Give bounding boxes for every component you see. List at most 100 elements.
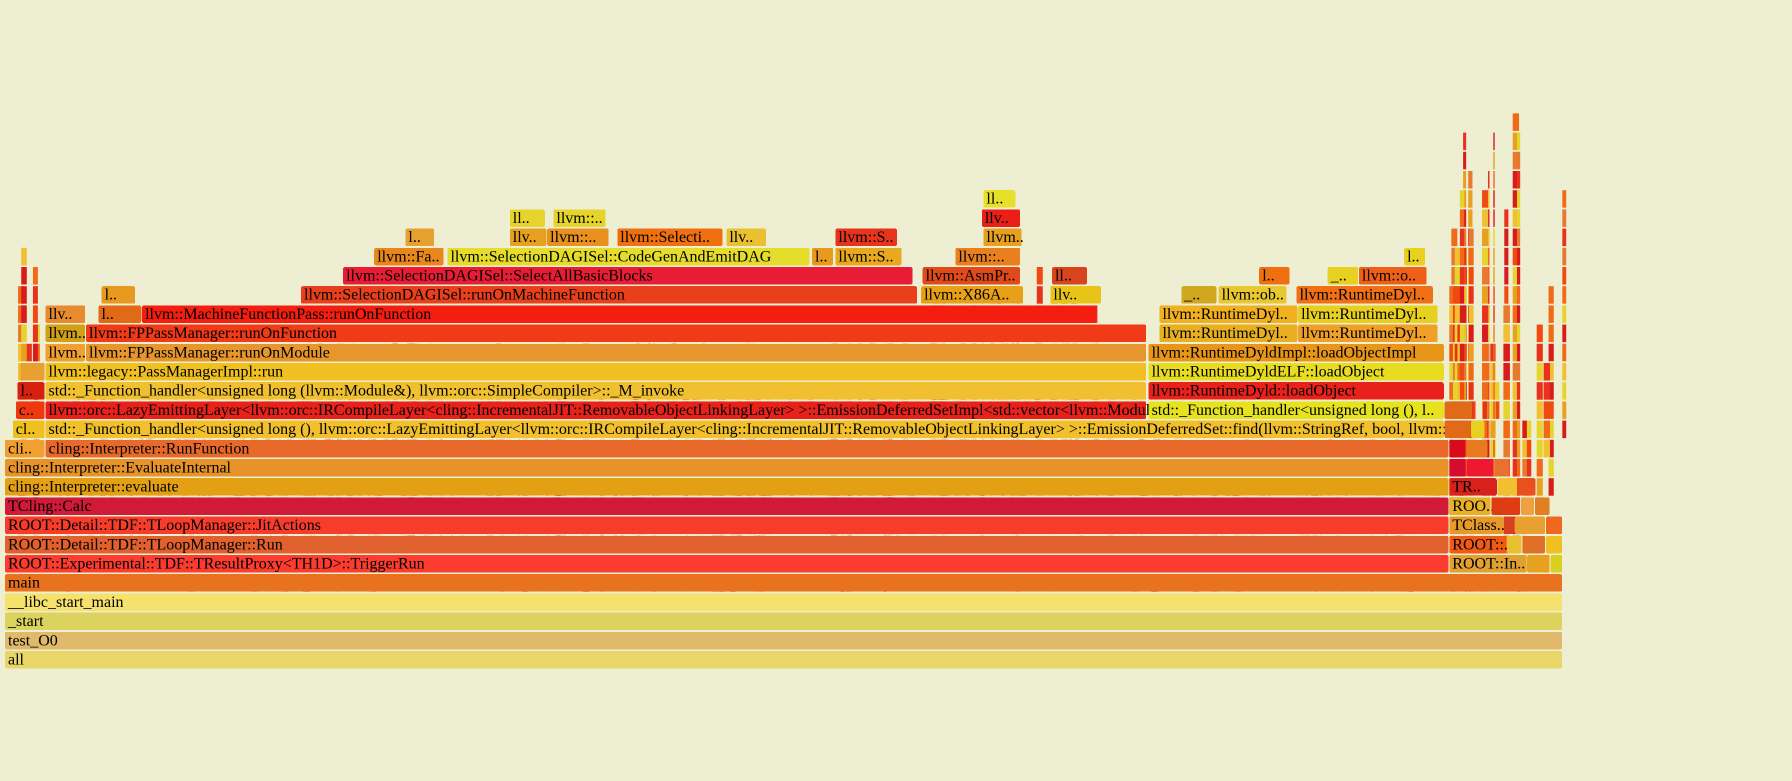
flame-frame[interactable]: ROOT::Experimental::TDF::TResultProxy<TH…: [5, 555, 1449, 573]
flame-frame-narrow[interactable]: [1463, 382, 1467, 400]
flame-frame-narrow[interactable]: [1548, 439, 1554, 458]
flame-frame-narrow[interactable]: [1512, 228, 1520, 247]
flame-frame-narrow[interactable]: [1512, 382, 1520, 400]
flame-frame-rect[interactable]: [1148, 382, 1444, 400]
flame-frame-rect[interactable]: [922, 267, 1021, 285]
flame-frame-narrow[interactable]: [1463, 363, 1467, 381]
flame-frame[interactable]: llvm::FPPassManager::runOnModule: [86, 343, 1147, 362]
flame-frame-narrow[interactable]: [1516, 382, 1521, 400]
flame-frame-narrow[interactable]: [1463, 151, 1467, 170]
flame-frame-narrow[interactable]: [1473, 401, 1476, 419]
flame-frame-narrow[interactable]: [1036, 286, 1043, 304]
flame-frame-narrow[interactable]: [1494, 401, 1500, 419]
flame-frame-narrow[interactable]: [1463, 324, 1467, 343]
flame-frame-rect[interactable]: [835, 228, 897, 247]
flame-frame-narrow[interactable]: [1454, 247, 1461, 266]
flame-frame-narrow[interactable]: [1494, 382, 1500, 400]
flame-frame[interactable]: l..: [812, 247, 834, 266]
flame-frame-rect[interactable]: [1491, 497, 1521, 515]
flame-frame-rect[interactable]: [1545, 516, 1563, 535]
flame-frame[interactable]: cling::Interpreter::RunFunction: [45, 439, 1449, 458]
flame-frame-narrow[interactable]: [1487, 363, 1490, 381]
flame-frame[interactable]: TCling::Calc: [5, 497, 1449, 515]
flame-frame-narrow[interactable]: [32, 343, 38, 362]
flame-frame-rect[interactable]: [45, 305, 86, 323]
flame-frame-narrow[interactable]: [1512, 305, 1520, 323]
flame-frame-rect[interactable]: [1449, 478, 1497, 496]
flame-frame[interactable]: llvm::RuntimeDyl..: [1298, 305, 1438, 323]
flame-frame-narrow[interactable]: [1459, 228, 1465, 247]
flame-frame-narrow[interactable]: [1482, 343, 1489, 362]
flame-frame[interactable]: llvm::SelectionDAGISel::SelectAllBasicBl…: [343, 267, 913, 285]
flame-frame[interactable]: llvm::RuntimeDyldImpl::loadObjectImpl: [1148, 343, 1444, 362]
flame-frame-narrow[interactable]: [1522, 439, 1527, 458]
flame-frame-narrow[interactable]: [1503, 305, 1510, 323]
flame-frame-narrow[interactable]: [1516, 401, 1521, 419]
flame-frame-narrow[interactable]: [1459, 286, 1465, 304]
flame-frame-narrow[interactable]: [1548, 324, 1554, 343]
flame-frame[interactable]: llvm::legacy::PassManagerImpl::run: [45, 363, 1147, 381]
flame-frame-narrow[interactable]: [1482, 228, 1489, 247]
flame-frame-narrow[interactable]: [1468, 171, 1473, 189]
flame-frame-narrow[interactable]: [32, 267, 38, 285]
flame-frame-rect[interactable]: [1296, 286, 1433, 304]
flame-frame[interactable]: llvm::orc::LazyEmittingLayer<llvm::orc::…: [45, 401, 1159, 419]
flame-frame-rect[interactable]: [1181, 286, 1217, 304]
flame-frame[interactable]: llvm..: [45, 343, 86, 362]
flame-frame[interactable]: ll..: [983, 190, 1016, 208]
flame-frame-rect[interactable]: [45, 343, 86, 362]
flame-frame-rect[interactable]: [5, 555, 1449, 573]
flame-frame[interactable]: [1545, 535, 1563, 554]
flame-frame[interactable]: llvm::S..: [835, 247, 902, 266]
flame-frame[interactable]: llvm::ob..: [1218, 286, 1287, 304]
flame-frame-rect[interactable]: [1159, 324, 1298, 343]
flame-frame-rect[interactable]: [301, 286, 918, 304]
flame-frame-rect[interactable]: [1471, 420, 1485, 439]
flame-frame-narrow[interactable]: [1516, 228, 1521, 247]
flame-frame-rect[interactable]: [1298, 305, 1438, 323]
flame-frame-narrow[interactable]: [1463, 286, 1467, 304]
flame-frame-rect[interactable]: [981, 209, 1021, 227]
flame-frame-narrow[interactable]: [1548, 305, 1554, 323]
flame-frame-narrow[interactable]: [1463, 267, 1467, 285]
flame-frame[interactable]: cli..: [5, 439, 45, 458]
flame-frame[interactable]: [1550, 555, 1563, 573]
flame-frame-narrow[interactable]: [1493, 459, 1495, 477]
flame-frame-narrow[interactable]: [1487, 286, 1490, 304]
flame-frame-narrow[interactable]: [1562, 324, 1567, 343]
flame-frame-narrow[interactable]: [1487, 228, 1490, 247]
flame-frame-narrow[interactable]: [1504, 209, 1509, 227]
flame-frame-narrow[interactable]: [1512, 363, 1520, 381]
flame-frame-narrow[interactable]: [1487, 267, 1490, 285]
flame-frame[interactable]: [1503, 516, 1514, 535]
flame-frame-rect[interactable]: [45, 363, 1147, 381]
flame-frame[interactable]: std::_Function_handler<unsigned long (),…: [1148, 401, 1444, 419]
flame-frame-narrow[interactable]: [18, 305, 25, 323]
flame-frame-narrow[interactable]: [21, 247, 27, 266]
flame-frame[interactable]: llvm..: [983, 228, 1024, 247]
flame-frame-narrow[interactable]: [1512, 132, 1520, 151]
flame-frame-rect[interactable]: [1298, 324, 1438, 343]
flame-frame-narrow[interactable]: [1487, 247, 1490, 266]
flame-frame-narrow[interactable]: [1548, 363, 1554, 381]
flame-frame-rect[interactable]: [374, 247, 444, 266]
flame-frame-narrow[interactable]: [1493, 286, 1495, 304]
flame-frame-rect[interactable]: [1449, 459, 1466, 477]
flame-frame-narrow[interactable]: [21, 267, 27, 285]
flame-frame-narrow[interactable]: [1543, 363, 1551, 381]
flame-frame-narrow[interactable]: [1490, 343, 1496, 362]
flame-frame-narrow[interactable]: [1503, 420, 1510, 439]
flame-frame-narrow[interactable]: [1482, 190, 1489, 208]
flame-frame-narrow[interactable]: [1487, 305, 1490, 323]
flame-frame-narrow[interactable]: [1449, 286, 1453, 304]
flame-frame-narrow[interactable]: [1482, 363, 1489, 381]
flame-frame-narrow[interactable]: [1487, 324, 1490, 343]
flame-frame-narrow[interactable]: [1493, 382, 1495, 400]
flame-frame-rect[interactable]: [5, 497, 1449, 515]
flame-frame[interactable]: [1497, 478, 1518, 496]
flame-frame-rect[interactable]: [1545, 535, 1563, 554]
flame-frame-narrow[interactable]: [1493, 324, 1495, 343]
flame-frame-narrow[interactable]: [1562, 363, 1567, 381]
flame-frame-rect[interactable]: [921, 286, 1024, 304]
flame-frame-rect[interactable]: [86, 343, 1147, 362]
